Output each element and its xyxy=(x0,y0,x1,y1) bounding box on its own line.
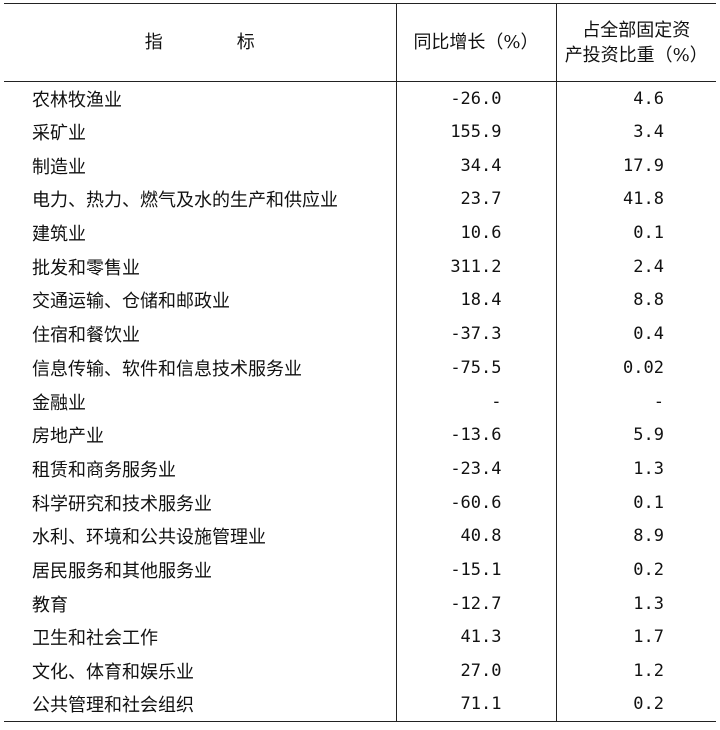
row-yoy-growth: 311.2 xyxy=(395,249,556,284)
table-row: 住宿和餐饮业 -37.3 0.4 xyxy=(4,317,716,351)
table-row: 交通运输、仓储和邮政业 18.4 8.8 xyxy=(4,283,716,318)
row-investment-share: 1.3 xyxy=(555,586,716,621)
row-yoy-growth: 34.4 xyxy=(395,148,556,183)
row-yoy-growth: -37.3 xyxy=(395,317,556,351)
header-row: 指标 同比增长（%） 占全部固定资 产投资比重（%） xyxy=(4,3,716,82)
row-indicator-name: 教育 xyxy=(32,594,68,616)
row-investment-share: 17.9 xyxy=(555,148,716,183)
row-yoy-growth: -60.6 xyxy=(395,485,556,520)
row-indicator-name: 制造业 xyxy=(32,156,86,178)
row-yoy-growth: -12.7 xyxy=(395,586,556,621)
header-indicator-part1: 指 xyxy=(144,32,163,53)
row-indicator-name: 住宿和餐饮业 xyxy=(32,325,140,347)
table-row: 公共管理和社会组织 71.1 0.2 xyxy=(4,687,716,723)
row-indicator-name: 科学研究和技术服务业 xyxy=(32,493,212,515)
row-investment-share: 0.2 xyxy=(555,687,716,723)
row-indicator-name: 交通运输、仓储和邮政业 xyxy=(32,291,230,313)
row-investment-share: 1.2 xyxy=(555,654,716,688)
table-row: 建筑业 10.6 0.1 xyxy=(4,216,716,250)
header-share-line2: 产投资比重（%） xyxy=(564,44,708,66)
row-yoy-growth: -13.6 xyxy=(395,418,556,453)
row-yoy-growth: -15.1 xyxy=(395,553,556,587)
row-yoy-growth: 40.8 xyxy=(395,519,556,554)
row-yoy-growth: 71.1 xyxy=(395,687,556,723)
row-investment-share: 1.7 xyxy=(555,620,716,655)
table-row: 房地产业 -13.6 5.9 xyxy=(4,418,716,453)
row-indicator-name: 卫生和社会工作 xyxy=(32,628,158,650)
header-indicator: 指标 xyxy=(4,3,396,82)
table-row: 制造业 34.4 17.9 xyxy=(4,148,716,183)
table-row: 科学研究和技术服务业 -60.6 0.1 xyxy=(4,485,716,520)
row-yoy-growth: -23.4 xyxy=(395,452,556,486)
header-indicator-part2: 标 xyxy=(236,32,255,53)
row-investment-share: 3.4 xyxy=(555,115,716,149)
row-indicator-name: 电力、热力、燃气及水的生产和供应业 xyxy=(32,190,338,212)
row-indicator-name: 信息传输、软件和信息技术服务业 xyxy=(32,358,302,380)
row-investment-share: - xyxy=(555,384,716,419)
row-yoy-growth: - xyxy=(395,384,556,419)
row-indicator-name: 采矿业 xyxy=(32,123,86,145)
row-yoy-growth: 23.7 xyxy=(395,182,556,217)
row-indicator-name: 批发和零售业 xyxy=(32,257,140,279)
row-indicator-name: 水利、环境和公共设施管理业 xyxy=(32,527,266,549)
table-header: 指标 同比增长（%） 占全部固定资 产投资比重（%） xyxy=(4,3,716,82)
table-row: 教育 -12.7 1.3 xyxy=(4,586,716,621)
row-investment-share: 0.2 xyxy=(555,553,716,587)
table-row: 采矿业 155.9 3.4 xyxy=(4,115,716,149)
table-row: 水利、环境和公共设施管理业 40.8 8.9 xyxy=(4,519,716,554)
table-row: 卫生和社会工作 41.3 1.7 xyxy=(4,620,716,655)
row-indicator-name: 金融业 xyxy=(32,392,86,414)
row-investment-share: 0.1 xyxy=(555,216,716,250)
investment-by-industry-table: 指标 同比增长（%） 占全部固定资 产投资比重（%） 农林牧渔业 -26.0 4.6… xyxy=(4,3,716,723)
table-row: 农林牧渔业 -26.0 4.6 xyxy=(4,81,716,116)
row-yoy-growth: 41.3 xyxy=(395,620,556,655)
row-indicator-name: 租赁和商务服务业 xyxy=(32,459,176,481)
row-yoy-growth: -75.5 xyxy=(395,351,556,385)
row-investment-share: 1.3 xyxy=(555,452,716,486)
row-yoy-growth: 27.0 xyxy=(395,654,556,688)
row-investment-share: 41.8 xyxy=(555,182,716,217)
table-row: 金融业 - - xyxy=(4,384,716,419)
row-indicator-name: 农林牧渔业 xyxy=(32,89,122,111)
row-indicator-name: 房地产业 xyxy=(32,426,104,448)
row-investment-share: 8.9 xyxy=(555,519,716,554)
row-indicator-name: 建筑业 xyxy=(32,224,86,246)
row-indicator-name: 公共管理和社会组织 xyxy=(4,687,396,723)
header-yoy-label: 同比增长（%） xyxy=(413,32,539,53)
row-investment-share: 0.4 xyxy=(555,317,716,351)
row-yoy-growth: 10.6 xyxy=(395,216,556,250)
row-investment-share: 8.8 xyxy=(555,283,716,318)
table-row: 文化、体育和娱乐业 27.0 1.2 xyxy=(4,654,716,688)
row-yoy-growth: 155.9 xyxy=(395,115,556,149)
row-yoy-growth: 18.4 xyxy=(395,283,556,318)
row-investment-share: 2.4 xyxy=(555,249,716,284)
table-row: 租赁和商务服务业 -23.4 1.3 xyxy=(4,452,716,486)
row-investment-share: 0.02 xyxy=(555,351,716,385)
row-investment-share: 4.6 xyxy=(555,81,716,116)
header-share-line1: 占全部固定资 xyxy=(582,19,691,41)
table-row: 信息传输、软件和信息技术服务业 -75.5 0.02 xyxy=(4,351,716,385)
table-row: 批发和零售业 311.2 2.4 xyxy=(4,249,716,284)
row-yoy-growth: -26.0 xyxy=(395,81,556,116)
investment-table-container: 指标 同比增长（%） 占全部固定资 产投资比重（%） 农林牧渔业 -26.0 4.6… xyxy=(4,3,716,723)
row-investment-share: 0.1 xyxy=(555,485,716,520)
table-row: 居民服务和其他服务业 -15.1 0.2 xyxy=(4,553,716,587)
row-indicator-name: 文化、体育和娱乐业 xyxy=(32,662,194,684)
table-body: 农林牧渔业 -26.0 4.6 采矿业 155.9 3.4 制造业 34.4 17.9 电力、热力… xyxy=(4,81,716,723)
row-indicator-name: 居民服务和其他服务业 xyxy=(32,560,212,582)
table-row: 电力、热力、燃气及水的生产和供应业 23.7 41.8 xyxy=(4,182,716,217)
header-yoy: 同比增长（%） xyxy=(395,3,556,82)
header-share: 占全部固定资 产投资比重（%） xyxy=(555,3,716,82)
row-investment-share: 5.9 xyxy=(555,418,716,453)
